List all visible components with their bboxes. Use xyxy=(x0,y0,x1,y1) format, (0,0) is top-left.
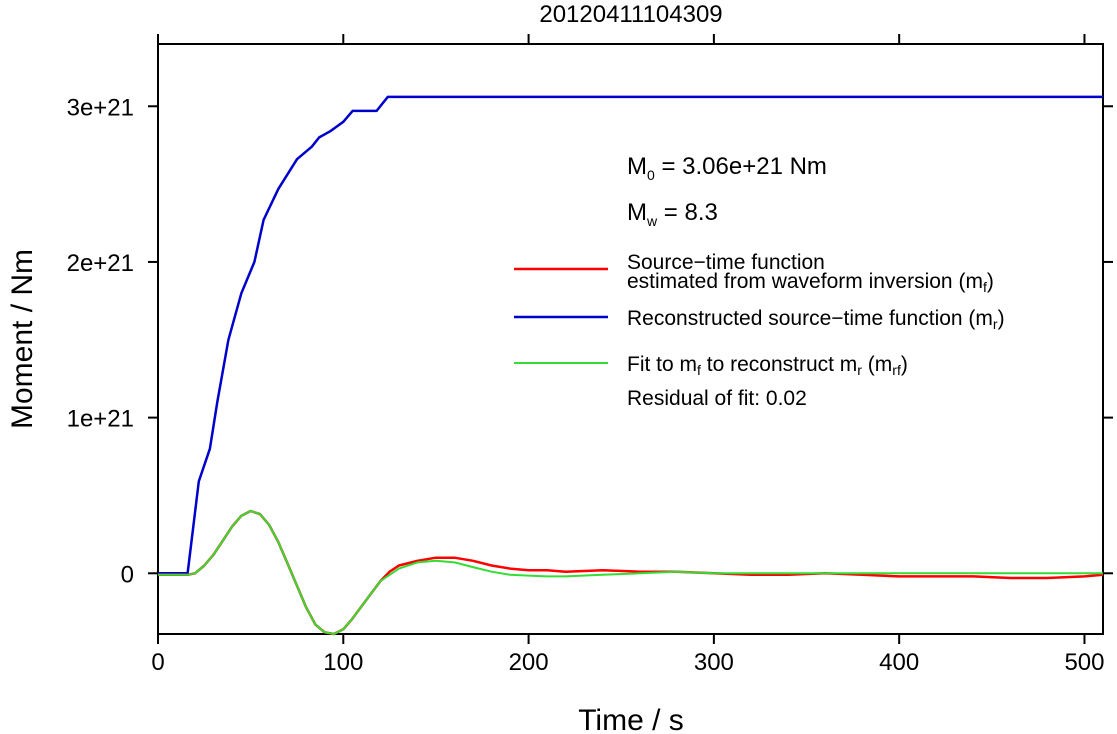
y-tick-label: 1e+21 xyxy=(67,406,134,433)
mw-annotation: Mw = 8.3 xyxy=(627,199,718,229)
series-layer xyxy=(158,95,1104,636)
y-axis: 0 1e+21 2e+21 3e+21 xyxy=(67,94,1113,588)
m0-annotation: M0 = 3.06e+21 Nm xyxy=(627,153,827,183)
x-axis-title: Time / s xyxy=(578,704,684,734)
chart-title: 20120411104309 xyxy=(539,1,722,28)
legend-label-blue: Reconstructed source−time function (mr) xyxy=(627,307,1005,332)
series-line-green xyxy=(158,510,1103,635)
y-tick-label: 0 xyxy=(121,561,134,588)
plot-frame xyxy=(157,43,1104,635)
legend-label-green: Fit to mf to reconstruct mr (mrf) xyxy=(627,353,908,378)
x-tick-label: 500 xyxy=(1064,649,1104,676)
y-tick-label: 3e+21 xyxy=(67,94,134,121)
residual-label: Residual of fit: 0.02 xyxy=(627,387,807,410)
x-tick-label: 400 xyxy=(879,649,919,676)
y-tick-label: 2e+21 xyxy=(67,250,134,277)
legend-label-red-line2: estimated from waveform inversion (mf) xyxy=(627,270,994,295)
x-tick-label: 300 xyxy=(694,649,734,676)
x-tick-label: 0 xyxy=(151,649,164,676)
x-axis: 0 100 200 300 400 500 xyxy=(151,34,1104,676)
series-line-blue xyxy=(158,95,1103,575)
legend-label-red-line1: Source−time function xyxy=(627,251,825,274)
legend: Source−time function estimated from wave… xyxy=(514,251,1005,410)
x-tick-label: 100 xyxy=(323,649,363,676)
y-axis-title: Moment / Nm xyxy=(6,249,39,429)
x-tick-label: 200 xyxy=(509,649,549,676)
